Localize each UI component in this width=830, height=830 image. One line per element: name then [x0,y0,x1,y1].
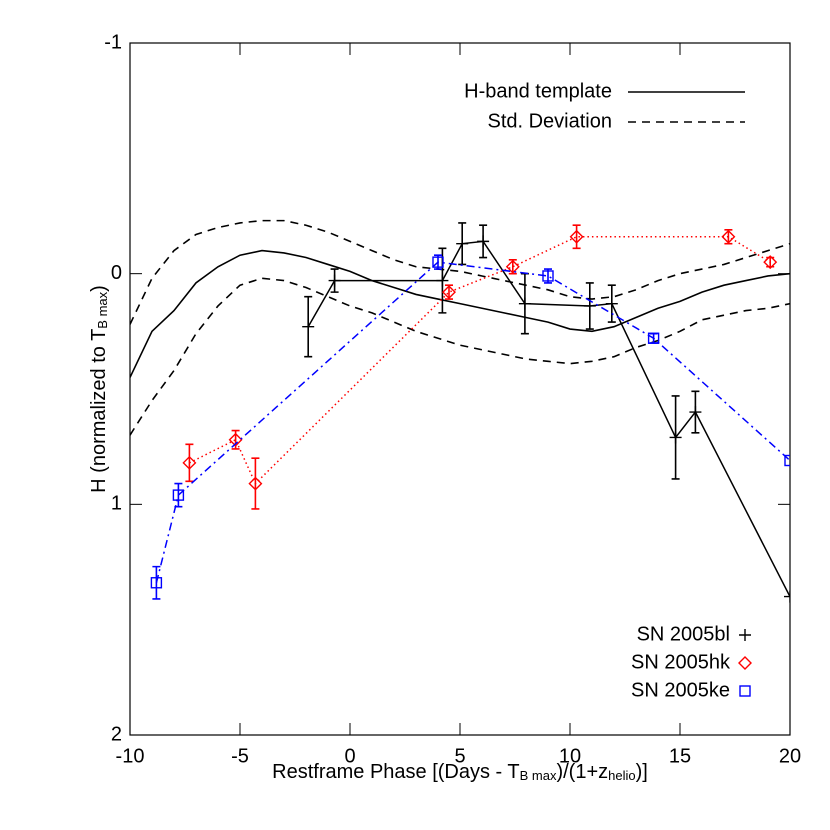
marker [436,274,449,287]
x-axis-label-part: )] [636,761,648,783]
marker [228,432,243,447]
error-bar [445,284,453,300]
series-line [155,261,790,583]
y-axis-label-part: B max [95,291,110,328]
marker [150,577,163,589]
marker [518,297,531,310]
error-bar [724,229,733,245]
y-axis-label-part: H (normalized to T [88,329,110,493]
marker [542,270,554,282]
x-axis-label: Restframe Phase [(Days - TB max)/(1+zhel… [272,761,648,783]
y-tick-label: 0 [111,262,122,284]
plot-area [130,219,790,603]
x-axis-label-part: Restframe Phase [(Days - T [272,761,519,783]
marker [328,274,341,287]
y-axis-label-part: ) [88,285,110,292]
x-tick-label: 0 [344,745,355,767]
marker [583,299,596,312]
marker [647,332,660,344]
legend-marker [739,629,751,641]
marker [784,590,790,603]
marker [721,229,736,244]
x-tick-label: 5 [454,745,465,767]
error-bar [572,224,581,250]
marker [505,259,520,274]
x-axis-label-part: helio [608,768,635,783]
legend-marker [738,656,752,670]
marker [456,237,469,250]
error-bar [185,443,194,483]
marker [182,455,197,470]
template-line [130,277,790,436]
legend-label: SN 2005hk [631,651,731,673]
legend-label: H-band template [464,80,612,102]
legend-marker [739,685,751,697]
marker [569,229,584,244]
marker [605,297,618,310]
x-axis-label-part: B max [520,768,557,783]
error-bar [174,482,183,508]
marker [442,285,456,300]
y-tick-label: 2 [111,723,122,745]
error-bar [766,256,775,268]
legend-label: SN 2005ke [631,679,730,701]
marker [784,454,790,467]
marker [669,431,682,444]
x-axis-label-part: )/(1+z [556,761,608,783]
error-bar [251,457,260,510]
x-tick-label: 15 [669,745,691,767]
x-tick-label: -5 [231,745,249,767]
template-line [130,219,790,325]
legend-label: Std. Deviation [487,110,612,132]
marker [432,256,444,268]
y-tick-label: 1 [111,493,122,515]
y-axis-label: H (normalized to TB max) [88,285,110,493]
x-tick-label: 20 [779,745,801,767]
marker [302,320,315,333]
legend-label: SN 2005bl [637,623,730,645]
series-line [189,236,771,485]
x-tick-label: 10 [559,745,581,767]
marker [763,255,778,270]
marker [248,476,263,491]
x-tick-label: -10 [116,745,145,767]
series-line [307,240,790,597]
marker [172,489,185,501]
marker [477,235,490,248]
error-bar [152,565,161,600]
y-tick-label: -1 [104,31,122,53]
template-line [130,249,790,378]
marker [689,406,702,419]
